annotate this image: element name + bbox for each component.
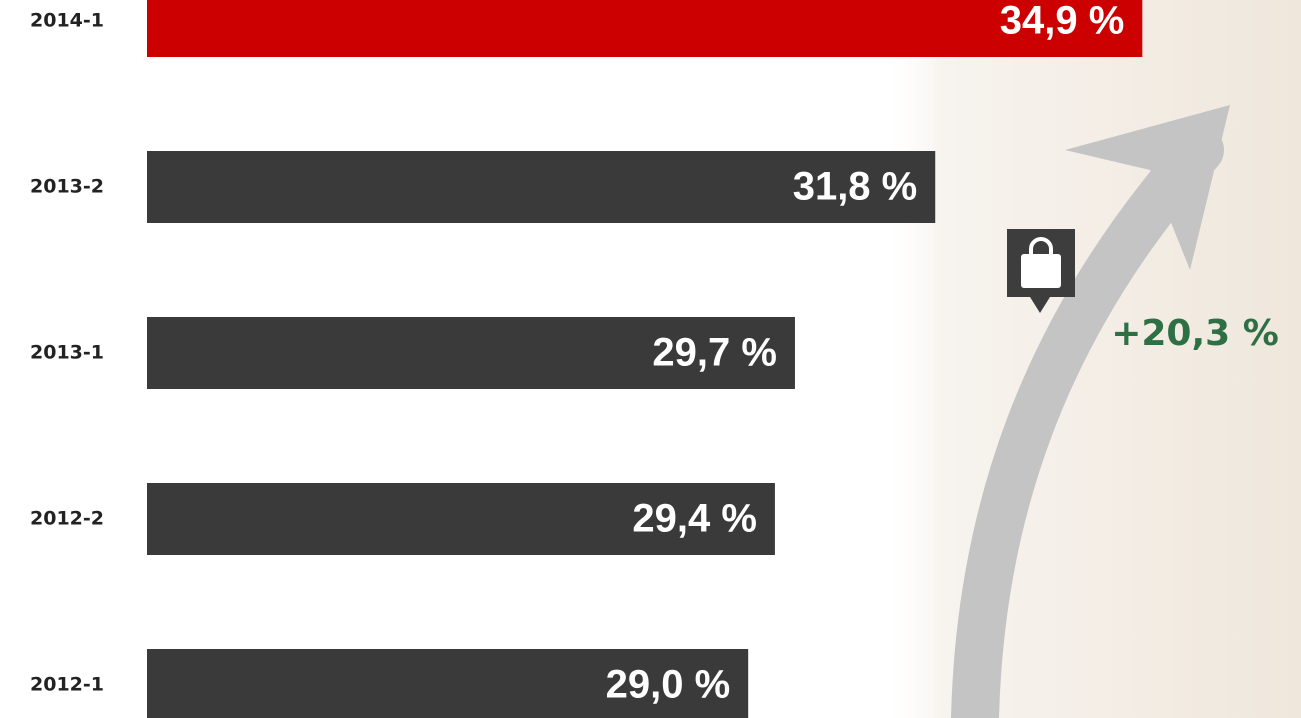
category-label: 2013-1 — [30, 342, 104, 364]
bar — [147, 483, 775, 555]
bar — [147, 151, 936, 223]
value-label: 34,9 % — [1000, 0, 1125, 43]
value-label: 29,0 % — [606, 663, 731, 707]
background — [880, 0, 1301, 718]
value-label: 31,8 % — [793, 165, 918, 209]
category-label: 2012-2 — [30, 508, 104, 530]
category-label: 2014-1 — [30, 10, 104, 32]
trend-arrow — [951, 126, 1224, 718]
category-label: 2013-2 — [30, 176, 104, 198]
bar — [147, 0, 1143, 57]
bar — [147, 649, 749, 718]
bag-icon — [1007, 229, 1075, 313]
value-label: 29,7 % — [652, 331, 777, 375]
annotation: +20,3 % — [1111, 313, 1279, 354]
value-label: 29,4 % — [632, 497, 757, 541]
trend-arrow-head — [1065, 105, 1230, 270]
category-label: 2012-1 — [30, 674, 104, 696]
bar — [147, 317, 795, 389]
